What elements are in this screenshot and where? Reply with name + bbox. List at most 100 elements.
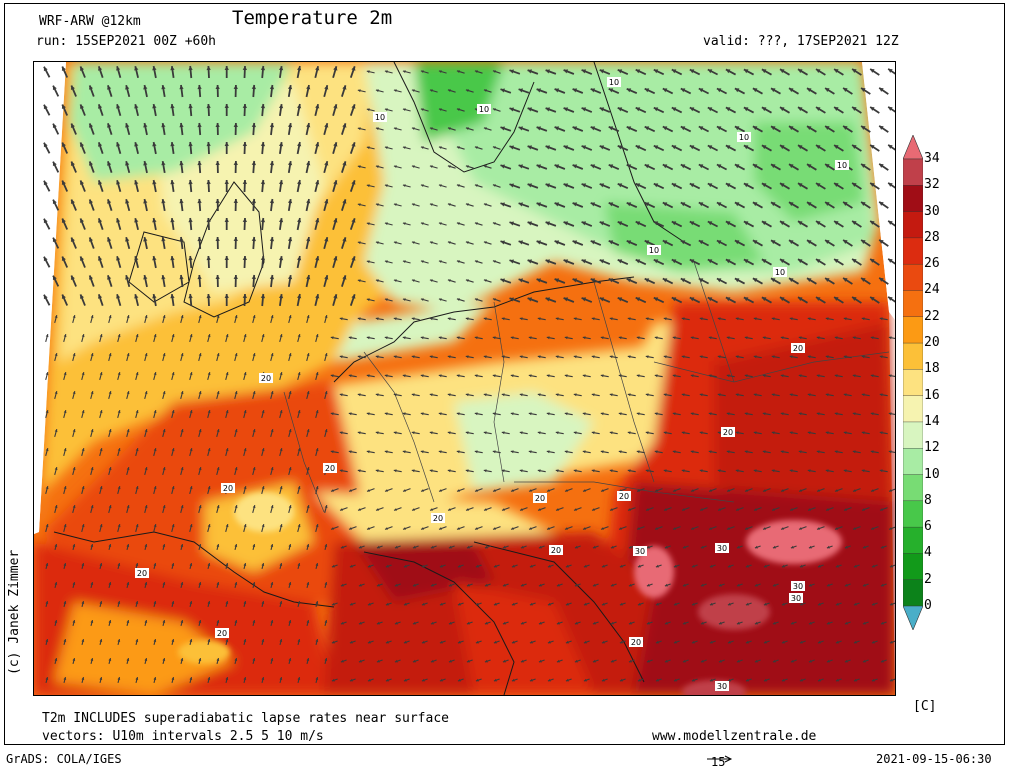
colorbar-label: 10 — [924, 468, 940, 481]
svg-text:20: 20 — [217, 629, 227, 638]
colorbar-label: 20 — [924, 336, 940, 349]
svg-text:20: 20 — [619, 492, 629, 501]
colorbar-swatches — [903, 135, 923, 630]
contour-label: 10 — [607, 77, 621, 87]
svg-text:20: 20 — [793, 344, 803, 353]
contour-label: 20 — [221, 483, 235, 493]
vector-scale: 15 — [706, 748, 734, 767]
svg-text:20: 20 — [325, 464, 335, 473]
contour-label: 30 — [789, 593, 803, 603]
svg-text:10: 10 — [739, 133, 749, 142]
note-line-2: vectors: U10m intervals 2.5 5 10 m/s — [42, 730, 324, 743]
contour-label: 20 — [629, 637, 643, 647]
svg-text:20: 20 — [261, 374, 271, 383]
svg-text:10: 10 — [837, 161, 847, 170]
contour-label: 20 — [721, 427, 735, 437]
colorbar-swatch — [903, 501, 923, 528]
svg-text:30: 30 — [635, 547, 645, 556]
map-title: Temperature 2m — [232, 9, 392, 28]
colorbar-label: 8 — [924, 494, 932, 507]
vector-scale-value: 15 — [711, 756, 725, 768]
colorbar-swatch — [903, 317, 923, 344]
copyright-label: (c) Janek Zimmer — [8, 550, 21, 675]
contour-label: 20 — [791, 343, 805, 353]
contour-label: 10 — [373, 112, 387, 122]
contour-label: 20 — [215, 628, 229, 638]
temperature-map: 10 10 10 10 10 10 10 20 20 20 20 20 20 2… — [33, 61, 896, 696]
contour-label: 30 — [791, 581, 805, 591]
website-link[interactable]: www.modellzentrale.de — [652, 730, 816, 743]
colorbar-label: 4 — [924, 546, 932, 559]
svg-text:20: 20 — [551, 546, 561, 555]
svg-text:20: 20 — [723, 428, 733, 437]
contour-label: 10 — [773, 267, 787, 277]
colorbar-top-triangle — [903, 135, 923, 159]
contour-label: 10 — [477, 104, 491, 114]
contour-label: 20 — [617, 491, 631, 501]
svg-text:10: 10 — [649, 246, 659, 255]
colorbar — [903, 135, 923, 630]
run-label: run: 15SEP2021 00Z +60h — [36, 35, 216, 48]
colorbar-swatch — [903, 343, 923, 370]
valid-label: valid: ???, 17SEP2021 12Z — [703, 35, 899, 48]
temperature-field — [34, 62, 895, 695]
colorbar-label: 24 — [924, 283, 940, 296]
colorbar-swatch — [903, 185, 923, 212]
contour-label: 20 — [135, 568, 149, 578]
svg-text:20: 20 — [535, 494, 545, 503]
colorbar-label: 16 — [924, 389, 940, 402]
map-canvas: 10 10 10 10 10 10 10 20 20 20 20 20 20 2… — [34, 62, 895, 695]
svg-text:30: 30 — [793, 582, 803, 591]
colorbar-swatch — [903, 238, 923, 265]
colorbar-swatch — [903, 448, 923, 475]
contour-label: 20 — [259, 373, 273, 383]
colorbar-swatch — [903, 527, 923, 554]
contour-label: 20 — [431, 513, 445, 523]
note-line-1: T2m INCLUDES superadiabatic lapse rates … — [42, 712, 449, 725]
colorbar-label: 30 — [924, 205, 940, 218]
svg-text:30: 30 — [717, 544, 727, 553]
svg-text:10: 10 — [375, 113, 385, 122]
colorbar-label: 2 — [924, 573, 932, 586]
contour-label: 30 — [633, 546, 647, 556]
colorbar-label: 32 — [924, 178, 940, 191]
svg-text:10: 10 — [609, 78, 619, 87]
svg-text:20: 20 — [433, 514, 443, 523]
contour-label: 30 — [715, 543, 729, 553]
contour-label: 10 — [647, 245, 661, 255]
contour-label: 20 — [549, 545, 563, 555]
svg-text:10: 10 — [775, 268, 785, 277]
contour-label: 10 — [835, 160, 849, 170]
svg-text:20: 20 — [223, 484, 233, 493]
unit-label: [C] — [913, 699, 936, 714]
svg-text:30: 30 — [717, 682, 727, 691]
colorbar-label: 28 — [924, 231, 940, 244]
colorbar-swatch — [903, 264, 923, 291]
svg-text:10: 10 — [479, 105, 489, 114]
svg-text:20: 20 — [631, 638, 641, 647]
colorbar-label: 26 — [924, 257, 940, 270]
svg-text:30: 30 — [791, 594, 801, 603]
model-label: WRF-ARW @12km — [39, 15, 141, 28]
colorbar-swatch — [903, 422, 923, 449]
software-credit: GrADS: COLA/IGES — [6, 753, 122, 765]
colorbar-swatch — [903, 369, 923, 396]
timestamp: 2021-09-15-06:30 — [876, 753, 992, 765]
contour-label: 20 — [533, 493, 547, 503]
colorbar-bottom-triangle — [903, 606, 923, 630]
contour-label: 30 — [715, 681, 729, 691]
colorbar-label: 18 — [924, 362, 940, 375]
colorbar-swatch — [903, 580, 923, 607]
colorbar-label: 22 — [924, 310, 940, 323]
colorbar-label: 14 — [924, 415, 940, 428]
colorbar-swatch — [903, 290, 923, 317]
colorbar-swatch — [903, 553, 923, 580]
colorbar-label: 6 — [924, 520, 932, 533]
colorbar-label: 34 — [924, 152, 940, 165]
colorbar-swatch — [903, 159, 923, 186]
svg-text:20: 20 — [137, 569, 147, 578]
contour-label: 20 — [323, 463, 337, 473]
colorbar-swatch — [903, 212, 923, 239]
colorbar-label: 0 — [924, 599, 932, 612]
colorbar-swatch — [903, 475, 923, 502]
